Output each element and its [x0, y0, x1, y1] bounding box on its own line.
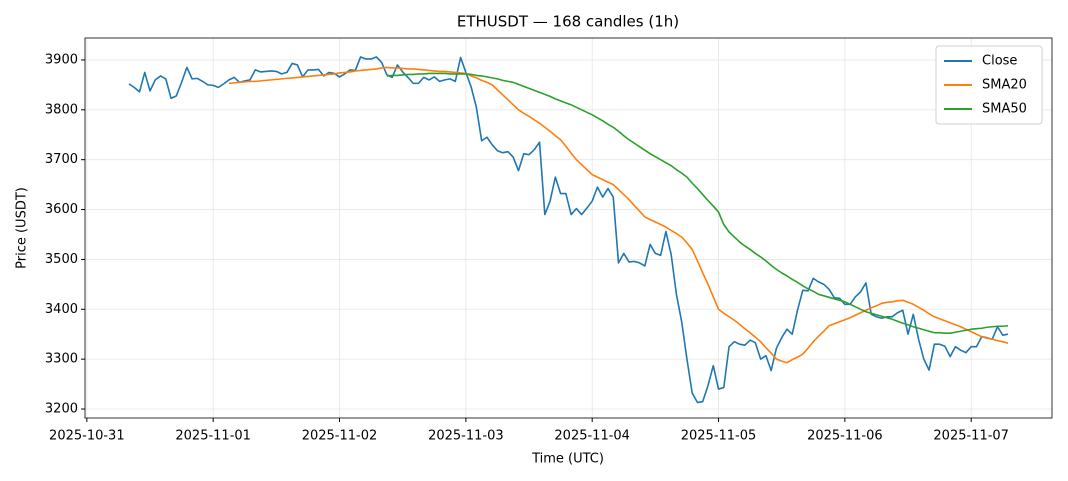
y-tick-label: 3200 — [45, 402, 78, 417]
chart-title: ETHUSDT — 168 candles (1h) — [457, 13, 679, 31]
x-tick-label: 2025-11-04 — [554, 429, 630, 444]
legend-box — [935, 45, 1043, 125]
plot-frame — [84, 37, 1053, 419]
x-tick-label: 2025-11-02 — [302, 429, 378, 444]
x-tick-label: 2025-11-03 — [428, 429, 504, 444]
y-tick-label: 3300 — [45, 352, 78, 367]
x-axis-label: Time (UTC) — [531, 452, 604, 467]
y-tick-label: 3500 — [45, 252, 78, 267]
legend-label: SMA50 — [982, 102, 1027, 117]
x-tick-label: 2025-10-31 — [49, 429, 125, 444]
series-line — [128, 56, 1009, 404]
x-tick-label: 2025-11-06 — [807, 429, 883, 444]
y-tick-label: 3400 — [45, 302, 78, 317]
x-tick-label: 2025-11-05 — [681, 429, 757, 444]
x-tick-label: 2025-11-01 — [175, 429, 251, 444]
y-tick-label: 3800 — [45, 102, 78, 117]
x-tick-label: 2025-11-07 — [933, 429, 1009, 444]
legend: Close SMA20 SMA50 — [935, 45, 1043, 125]
y-tick-label: 3600 — [45, 202, 78, 217]
y-tick-label: 3700 — [45, 152, 78, 167]
y-axis-label: Price (USDT) — [15, 187, 30, 269]
legend-label: SMA20 — [982, 78, 1027, 93]
series-line — [228, 66, 1009, 364]
series-line — [386, 72, 1009, 335]
y-tick-label: 3900 — [45, 52, 78, 67]
legend-label: Close — [982, 54, 1017, 69]
